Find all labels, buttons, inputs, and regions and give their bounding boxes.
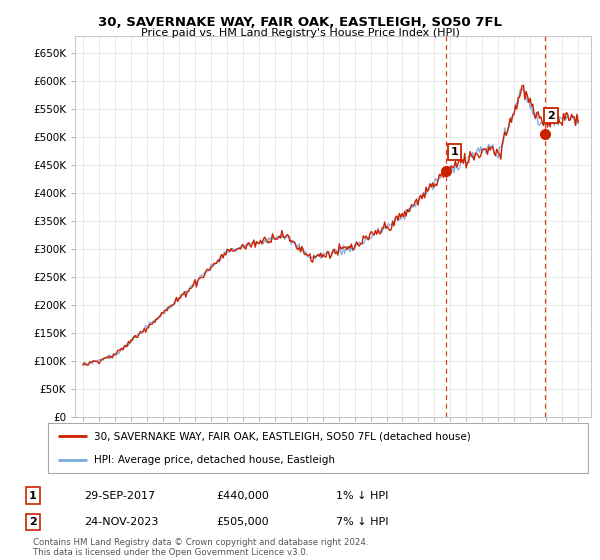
Text: Price paid vs. HM Land Registry's House Price Index (HPI): Price paid vs. HM Land Registry's House …	[140, 28, 460, 38]
Text: £505,000: £505,000	[216, 517, 269, 527]
Text: 1: 1	[451, 147, 458, 157]
Text: 1: 1	[29, 491, 37, 501]
Text: 30, SAVERNAKE WAY, FAIR OAK, EASTLEIGH, SO50 7FL: 30, SAVERNAKE WAY, FAIR OAK, EASTLEIGH, …	[98, 16, 502, 29]
Text: 30, SAVERNAKE WAY, FAIR OAK, EASTLEIGH, SO50 7FL (detached house): 30, SAVERNAKE WAY, FAIR OAK, EASTLEIGH, …	[94, 431, 470, 441]
Text: 24-NOV-2023: 24-NOV-2023	[84, 517, 158, 527]
Text: £440,000: £440,000	[216, 491, 269, 501]
Text: 1% ↓ HPI: 1% ↓ HPI	[336, 491, 388, 501]
Text: Contains HM Land Registry data © Crown copyright and database right 2024.
This d: Contains HM Land Registry data © Crown c…	[33, 538, 368, 557]
Text: 7% ↓ HPI: 7% ↓ HPI	[336, 517, 389, 527]
Text: HPI: Average price, detached house, Eastleigh: HPI: Average price, detached house, East…	[94, 455, 335, 465]
Text: 29-SEP-2017: 29-SEP-2017	[84, 491, 155, 501]
Text: 2: 2	[29, 517, 37, 527]
Text: 2: 2	[547, 111, 555, 121]
